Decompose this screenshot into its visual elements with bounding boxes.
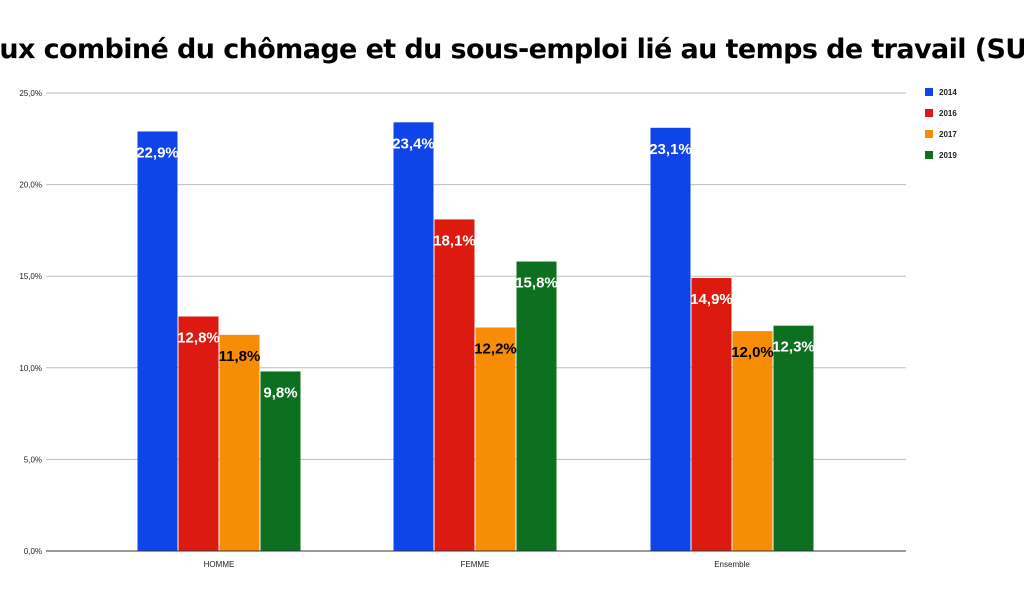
bar-homme-2014 xyxy=(137,131,178,552)
data-label: 22,9% xyxy=(136,144,179,161)
bar-femme-2014 xyxy=(393,122,434,551)
data-label: 12,0% xyxy=(731,344,774,361)
data-label: 12,3% xyxy=(772,339,815,356)
bar-ensemble-2014 xyxy=(650,127,691,552)
data-label: 11,8% xyxy=(219,348,261,365)
data-label: 12,2% xyxy=(474,340,517,357)
bar-homme-2017 xyxy=(219,334,260,551)
data-label: 12,8% xyxy=(177,330,220,347)
bar-femme-2019 xyxy=(516,261,557,551)
data-label: 15,8% xyxy=(515,275,558,292)
data-label: 23,4% xyxy=(392,135,435,152)
bar-homme-2019 xyxy=(260,371,301,551)
y-tick-label: 10,0% xyxy=(19,364,42,373)
y-tick-label: 5,0% xyxy=(24,455,42,464)
bar-femme-2016 xyxy=(434,219,475,551)
data-label: 9,8% xyxy=(263,384,297,401)
data-labels: 22,9% 12,8%11,8% 9,8% 23,4% 18,1% 12,2% 15,8% 2… xyxy=(136,135,815,401)
y-axis-tick-labels: 0,0% 5,0% 10,0% 15,0% 20,0% 25,0% xyxy=(19,89,42,556)
bar-homme-2016 xyxy=(178,316,219,551)
x-axis-category-labels: HOMME FEMME Ensemble xyxy=(204,560,751,569)
y-tick-label: 25,0% xyxy=(19,89,42,98)
chart-title: Taux combiné du chômage et du sous-emplo… xyxy=(0,34,1024,65)
bar-ensemble-2016 xyxy=(691,278,732,551)
y-tick-label: 15,0% xyxy=(19,272,42,281)
category-label: Ensemble xyxy=(714,560,750,569)
legend-label: 2019 xyxy=(939,151,957,160)
category-label: HOMME xyxy=(204,560,235,569)
bar-femme-2017 xyxy=(475,327,516,551)
bars xyxy=(137,122,814,552)
legend-swatch xyxy=(925,88,933,96)
legend-label: 2016 xyxy=(939,109,957,118)
data-label: 14,9% xyxy=(690,291,733,308)
y-tick-label: 0,0% xyxy=(24,547,42,556)
legend-swatch xyxy=(925,151,933,159)
legend-label: 2017 xyxy=(939,130,957,139)
bar-ensemble-2019 xyxy=(773,325,814,551)
y-tick-label: 20,0% xyxy=(19,181,42,190)
bar-ensemble-2017 xyxy=(732,331,773,551)
data-label: 18,1% xyxy=(433,232,476,249)
legend-swatch xyxy=(925,130,933,138)
legend: 2014 2016 2017 2019 xyxy=(925,88,957,160)
data-label: 23,1% xyxy=(649,141,692,158)
category-label: FEMME xyxy=(461,560,490,569)
legend-swatch xyxy=(925,109,933,117)
legend-label: 2014 xyxy=(939,88,957,97)
